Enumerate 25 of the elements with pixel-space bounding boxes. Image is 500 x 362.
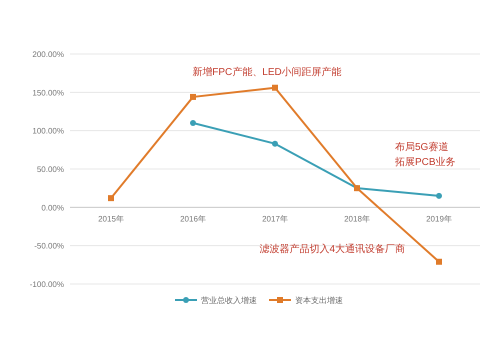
legend-label: 营业总收入增速	[201, 296, 257, 305]
annotation: 新增FPC产能、LED小间距屏产能	[192, 66, 342, 78]
y-tick-label: 200.00%	[32, 50, 64, 59]
y-tick-label: -100.00%	[30, 280, 64, 289]
x-tick-label: 2019年	[426, 214, 452, 224]
point	[272, 84, 278, 91]
y-tick-label: 50.00%	[36, 165, 64, 174]
y-tick-label: 150.00%	[32, 88, 64, 98]
y-tick-label: 0.00%	[41, 203, 64, 212]
point	[436, 192, 442, 199]
y-tick-label: 100.00%	[32, 126, 64, 136]
annotation: 滤波器产品切入4大通讯设备厂商	[259, 243, 405, 255]
x-tick-label: 2016年	[180, 214, 206, 224]
x-tick-label: 2018年	[344, 214, 370, 224]
point	[272, 140, 278, 147]
x-tick-label: 2015年	[98, 214, 124, 224]
y-tick-label: -50.00%	[34, 242, 64, 251]
x-tick-label: 2017年	[262, 214, 288, 224]
legend-label: 资本支出增速	[295, 296, 343, 305]
annotation: 布局5G赛道	[395, 141, 448, 153]
point	[108, 195, 114, 202]
point	[436, 258, 442, 265]
annotation: 拓展PCB业务	[394, 156, 456, 168]
point	[190, 120, 196, 126]
point	[190, 94, 196, 100]
